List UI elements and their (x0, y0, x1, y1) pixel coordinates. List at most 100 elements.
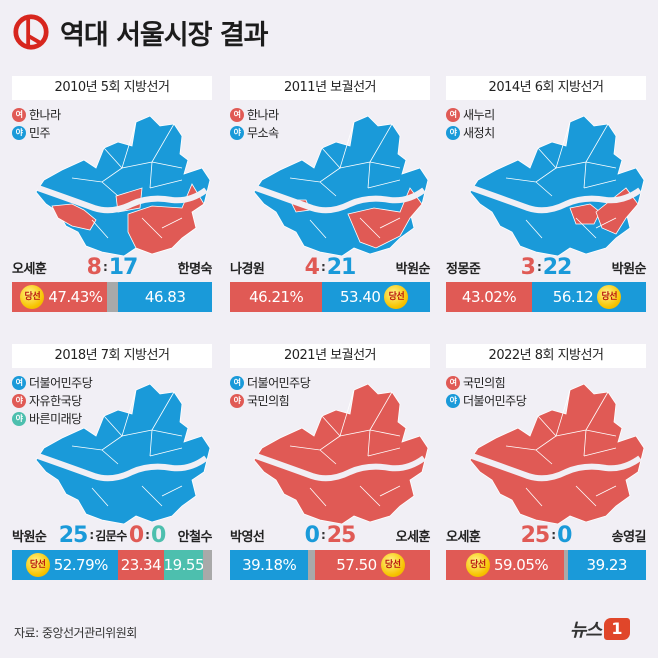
candidate-left: 나경원 (230, 261, 265, 277)
vote-bar: 46.21% 53.40 당선 (230, 282, 430, 312)
vote-share: 43.02% (461, 288, 517, 306)
party-name: 민주 (29, 126, 51, 140)
party-badge-icon: 여 (230, 376, 244, 390)
vote-share: 39.23 (586, 556, 628, 574)
district-score: 3: 22 (520, 254, 573, 280)
seoul-district-map (35, 383, 211, 525)
district-score: 8: 17 (86, 254, 139, 280)
candidate-right: 오세훈 (395, 529, 431, 545)
vote-share: 52.79% (53, 556, 109, 574)
winner-badge: 당선 (384, 285, 409, 309)
vote-share: 19.55 (164, 556, 204, 574)
candidate-right: 박원순 (611, 261, 647, 277)
legend-item: 야 민주 (12, 124, 61, 142)
vote-bar-segment (564, 550, 568, 580)
panel-title: 2010년 5회 지방선거 (12, 76, 212, 100)
vote-bar-segment: 57.50 당선 (314, 550, 430, 580)
party-badge-icon: 야 (12, 412, 26, 426)
panel-title: 2014년 6회 지방선거 (446, 76, 646, 100)
vote-share: 59.05% (493, 556, 549, 574)
legend: 여 한나라 야 무소속 (230, 106, 279, 142)
legend: 여 새누리 야 새정치 (446, 106, 495, 142)
party-badge-icon: 여 (230, 108, 244, 122)
winner-badge: 당선 (25, 553, 50, 577)
seoul-district-map (35, 115, 211, 257)
vote-share: 57.50 (336, 556, 377, 574)
legend: 여 더불어민주당 야 국민의힘 (230, 374, 311, 410)
party-name: 국민의힘 (247, 394, 290, 408)
vote-share: 46.83 (144, 288, 186, 306)
vote-bar: 당선 52.79% 23.34 19.55 (12, 550, 212, 580)
score-line: 정몽준 3: 22 박원순 (446, 254, 647, 280)
vote-bar-segment: 39.23 (567, 550, 646, 580)
election-panel: 2018년 7회 지방선거 여 더불어민주당 야 자유한국당 야 바른미래당 박… (12, 344, 213, 580)
vote-bar-segment: 39.18% (230, 550, 309, 580)
vote-bar: 당선 47.43% 46.83 (12, 282, 212, 312)
vote-share: 47.43% (48, 288, 103, 306)
legend-item: 야 무소속 (230, 124, 279, 142)
party-name: 자유한국당 (29, 394, 82, 408)
candidate-left: 오세훈 (446, 529, 481, 545)
vote-bar-segment: 53.40 당선 (322, 282, 430, 312)
party-name: 새정치 (463, 126, 495, 140)
vote-bar-segment: 56.12 당선 (532, 282, 646, 312)
score-line: 오세훈 25: 0 송영길 (446, 522, 647, 548)
seoul-district-map (253, 383, 429, 525)
party-name: 더불어민주당 (29, 376, 93, 390)
district-score: 0: 25 (304, 522, 357, 548)
party-name: 무소속 (247, 126, 279, 140)
score-line: 나경원 4: 21 박원순 (230, 254, 431, 280)
panel-title: 2021년 보궐선거 (230, 344, 430, 368)
party-badge-icon: 야 (446, 126, 460, 140)
score-line: 박원순 25: 김문수 0: 0 안철수 (12, 522, 213, 548)
legend: 여 국민의힘 야 더불어민주당 (446, 374, 527, 410)
election-commission-logo-icon (13, 14, 49, 50)
winner-badge: 당선 (20, 285, 45, 309)
vote-share: 56.12 (552, 288, 594, 306)
vote-share: 53.40 (339, 288, 381, 306)
party-badge-icon: 야 (230, 394, 244, 408)
score-line: 오세훈 8: 17 한명숙 (12, 254, 213, 280)
vote-bar-segment: 43.02% (446, 282, 533, 312)
vote-bar-segment (106, 282, 119, 312)
legend-item: 야 더불어민주당 (446, 392, 527, 410)
candidate-right: 박원순 (395, 261, 431, 277)
election-panel: 2011년 보궐선거 여 한나라 야 무소속 나경원 4: 21 박원순 46.… (230, 76, 431, 312)
page-title: 역대 서울시장 결과 (60, 19, 269, 51)
legend-item: 야 국민의힘 (230, 392, 310, 410)
vote-bar-segment: 46.21% (230, 282, 323, 312)
vote-bar-segment: 당선 52.79% (12, 550, 118, 580)
party-name: 국민의힘 (463, 376, 506, 390)
party-badge-icon: 여 (446, 108, 460, 122)
vote-share: 46.21% (249, 288, 304, 306)
party-badge-icon: 야 (12, 394, 26, 408)
party-name: 한나라 (247, 108, 279, 122)
vote-bar-segment (308, 550, 315, 580)
legend-item: 여 더불어민주당 (230, 374, 311, 392)
vote-bar-segment: 당선 47.43% (12, 282, 107, 312)
party-name: 한나라 (29, 108, 61, 122)
header: 역대 서울시장 결과 (12, 10, 269, 54)
vote-bar-segment: 19.55 (164, 550, 204, 580)
news1-logo: 뉴스 1 (570, 616, 630, 642)
party-name: 바른미래당 (29, 412, 82, 426)
vote-bar: 당선 59.05% 39.23 (446, 550, 646, 580)
legend-item: 야 새정치 (446, 124, 495, 142)
legend-item: 여 새누리 (446, 106, 495, 124)
legend: 여 더불어민주당 야 자유한국당 야 바른미래당 (12, 374, 93, 428)
winner-badge: 당선 (597, 285, 622, 309)
party-name: 새누리 (463, 108, 495, 122)
vote-share: 23.34 (120, 556, 162, 574)
legend-item: 여 국민의힘 (446, 374, 526, 392)
panel-title: 2011년 보궐선거 (230, 76, 430, 100)
legend-item: 여 더불어민주당 (12, 374, 93, 392)
election-panel: 2010년 5회 지방선거 여 한나라 야 민주 오세훈 8: 17 한명숙 당… (12, 76, 213, 312)
election-panel: 2021년 보궐선거 여 더불어민주당 야 국민의힘 박영선 0: 25 오세훈… (230, 344, 431, 580)
panel-title: 2022년 8회 지방선거 (446, 344, 646, 368)
brand-text: 뉴스 (569, 620, 602, 641)
vote-bar-segment: 당선 59.05% (446, 550, 565, 580)
district-score: 25: 0 (520, 522, 573, 548)
candidate-left: 박원순 (12, 529, 47, 545)
source-note: 자료: 중앙선거관리위원회 (14, 626, 137, 640)
party-name: 더불어민주당 (247, 376, 311, 390)
